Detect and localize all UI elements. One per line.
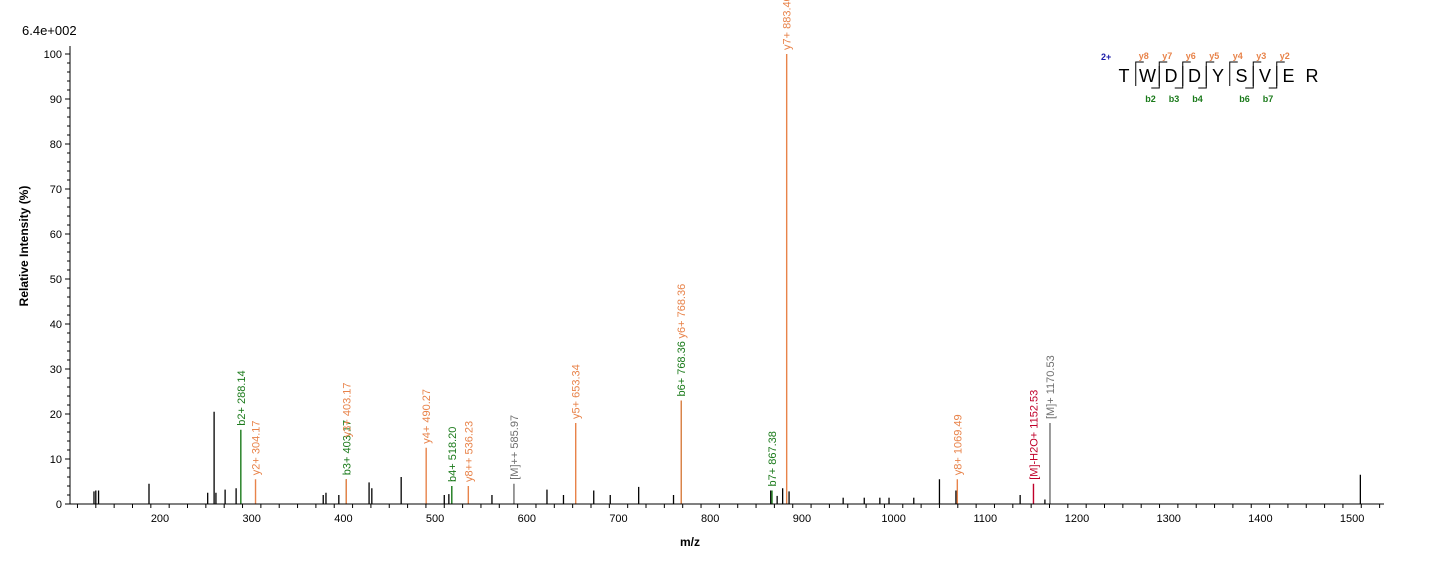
y-tick-label: 20 — [50, 409, 62, 421]
peak-annotation-label: y4+ 490.27 — [421, 389, 433, 444]
peak-annotation-label: [M]+ 1170.53 — [1045, 355, 1057, 419]
y-ion-label: y5 — [1209, 51, 1219, 61]
b-ion-bracket — [1174, 66, 1184, 89]
x-tick-label: 600 — [518, 513, 536, 525]
b-ion-label: b3 — [1169, 94, 1180, 104]
peak-annotation-label: b4+ 518.20 — [447, 427, 459, 482]
y-ion-label: y2 — [1280, 51, 1290, 61]
y-axis-ticks: 0 10 20 30 40 50 60 70 80 90 100 — [44, 49, 70, 511]
y-tick-label: 10 — [50, 454, 62, 466]
y-tick-label: 80 — [50, 139, 62, 151]
x-tick-label: 1300 — [1156, 513, 1180, 525]
peak-annotation-label: b3+ 403.17 — [341, 420, 353, 475]
peak-annotation-label: y5+ 653.34 — [571, 364, 583, 419]
sequence-residue: Y — [1212, 66, 1224, 86]
b-ion-label: b6 — [1239, 94, 1250, 104]
y-ion-bracket — [1229, 61, 1238, 86]
y-tick-label: 0 — [56, 499, 62, 511]
b-ion-label: b2 — [1145, 94, 1156, 104]
sequence-residue: E — [1282, 66, 1294, 86]
y-tick-label: 40 — [50, 319, 62, 331]
peak-annotation-label: b7+ 867.38 — [767, 431, 779, 486]
peak-annotation-label: y8++ 536.23 — [463, 421, 475, 482]
x-tick-label: 1200 — [1065, 513, 1089, 525]
sequence-residue: T — [1119, 66, 1130, 86]
y-tick-label: 100 — [44, 49, 62, 61]
x-tick-label: 800 — [701, 513, 719, 525]
peak-annotation-label: y7+ 883.40 — [782, 0, 794, 50]
x-tick-label: 1100 — [973, 513, 997, 525]
b-ion-bracket — [1151, 66, 1160, 89]
b-ion-label: b7 — [1263, 94, 1274, 104]
y-ion-bracket — [1135, 61, 1144, 86]
y-ion-label: y4 — [1233, 51, 1243, 61]
y-ion-label: y7 — [1162, 51, 1172, 61]
y-tick-label: 30 — [50, 364, 62, 376]
x-axis-ticks: 200 300 400 500 600 700 800 900 1000 1100 1200 1300… — [76, 504, 1381, 525]
sequence-residue: R — [1306, 66, 1319, 86]
b-ion-bracket — [1198, 66, 1207, 89]
y-ion-label: y3 — [1256, 51, 1266, 61]
peak-annotation-label: [M]-H2O+ 1152.53 — [1028, 390, 1040, 480]
peak-annotation-label: y2+ 304.17 — [251, 421, 263, 476]
peak-annotation-label: y3+ 403.17 — [341, 383, 353, 438]
b-ion-bracket — [1245, 66, 1254, 89]
x-tick-label: 400 — [334, 513, 352, 525]
peak-annotation-label: b6+ 768.36 — [676, 341, 688, 396]
x-tick-label: 500 — [426, 513, 444, 525]
sequence-residue: V — [1259, 66, 1271, 86]
intensity-scale-label: 6.4e+002 — [22, 23, 77, 38]
sequence-residue: S — [1235, 66, 1247, 86]
b-ion-bracket — [1268, 66, 1278, 89]
x-tick-label: 200 — [151, 513, 169, 525]
x-axis-title: m/z — [680, 535, 700, 549]
x-tick-label: 1400 — [1248, 513, 1272, 525]
charge-label: 2+ — [1101, 52, 1111, 62]
sequence-residue: W — [1139, 66, 1156, 86]
sequence-residue: D — [1188, 66, 1201, 86]
sequence-residue: D — [1165, 66, 1178, 86]
x-tick-label: 300 — [243, 513, 261, 525]
peak-annotation-label: [M]++ 585.97 — [509, 415, 521, 480]
x-tick-label: 1000 — [881, 513, 905, 525]
y-tick-label: 60 — [50, 229, 62, 241]
y-axis-title: Relative Intensity (%) — [17, 186, 31, 307]
y-tick-label: 90 — [50, 94, 62, 106]
y-tick-label: 50 — [50, 274, 62, 286]
y-ion-label: y6 — [1186, 51, 1196, 61]
x-tick-label: 900 — [793, 513, 811, 525]
x-tick-label: 1500 — [1340, 513, 1364, 525]
peak-annotation-label: b2+ 288.14 — [236, 370, 248, 425]
peak-annotation-label: y6+ 768.36 — [676, 284, 688, 339]
y-tick-label: 70 — [50, 184, 62, 196]
peak-annotation-label: y8+ 1069.49 — [952, 414, 964, 475]
b-ion-label: b4 — [1192, 94, 1203, 104]
x-tick-label: 700 — [609, 513, 627, 525]
peak-bars — [93, 411, 1362, 504]
y-ion-label: y8 — [1139, 51, 1149, 61]
